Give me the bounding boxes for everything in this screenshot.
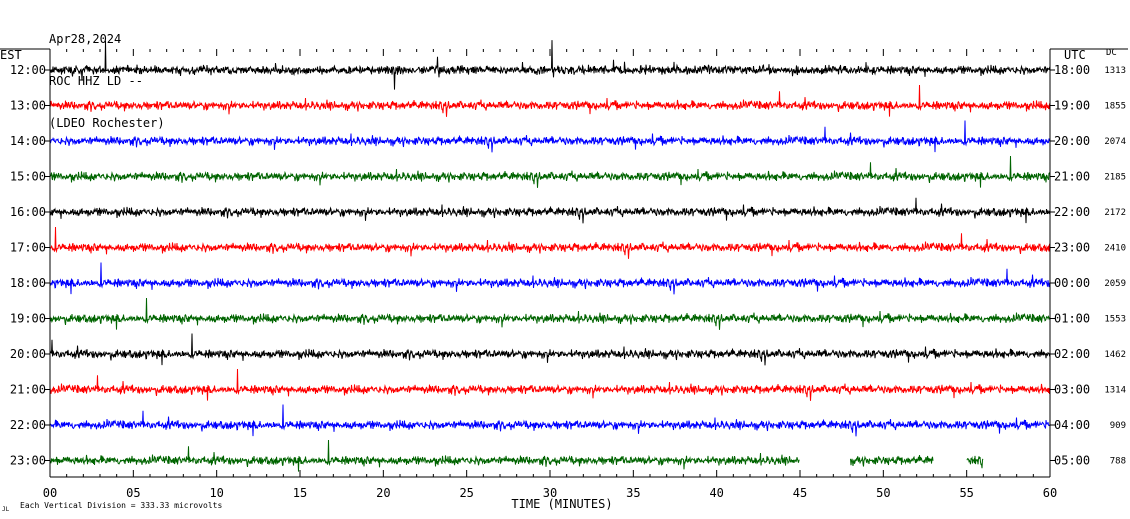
est-hour-label: 17:00 [10, 241, 46, 255]
x-tick-label: 00 [43, 486, 57, 500]
x-tick-label: 40 [709, 486, 723, 500]
utc-hour-label: 05:00 [1054, 454, 1090, 468]
seismic-trace-1600 [49, 197, 1051, 224]
est-hour-label: 20:00 [10, 347, 46, 361]
est-hour-label: 23:00 [10, 454, 46, 468]
axis-labels: 00 05 10 15 20 25 30 35 40 45 50 55 60 TIME (MINUTES)… [10, 63, 1126, 511]
est-hour-label: 21:00 [10, 383, 46, 397]
dc-offset-label: 1553 [1104, 315, 1126, 325]
x-tick-label: 15 [293, 486, 307, 500]
est-hour-label: 15:00 [10, 170, 46, 184]
network-label: (LDEO Rochester) [49, 116, 165, 130]
dc-offset-label: 2185 [1104, 173, 1126, 183]
est-hour-label: 19:00 [10, 312, 46, 326]
dc-offset-label: 909 [1110, 421, 1126, 431]
x-axis-title: TIME (MINUTES) [511, 497, 612, 511]
utc-hour-label: 22:00 [1054, 205, 1090, 219]
dc-offset-label: 2410 [1104, 244, 1126, 254]
dc-label: DC [1106, 48, 1117, 58]
seismic-trace-2200 [49, 404, 1051, 437]
dc-offset-label: 1314 [1104, 386, 1126, 396]
utc-hour-label: 20:00 [1054, 134, 1090, 148]
utc-hour-label: 04:00 [1054, 418, 1090, 432]
seismic-trace-1900 [49, 297, 1051, 330]
seismic-trace-1500 [49, 155, 1051, 188]
x-tick-label: 10 [209, 486, 223, 500]
dc-offset-label: 2172 [1104, 208, 1126, 218]
seismic-trace-1800 [49, 262, 1051, 295]
dc-offset-label: 1313 [1104, 66, 1126, 76]
dc-offset-label: 788 [1110, 457, 1126, 467]
utc-hour-label: 00:00 [1054, 276, 1090, 290]
utc-hour-label: 02:00 [1054, 347, 1090, 361]
utc-label: UTC [1064, 48, 1086, 62]
x-tick-label: 25 [459, 486, 473, 500]
dc-offset-label: 2074 [1104, 137, 1126, 147]
utc-hour-label: 23:00 [1054, 241, 1090, 255]
plot-frame [0, 48, 1128, 478]
x-tick-label: 20 [376, 486, 390, 500]
dc-offset-label: 1462 [1104, 350, 1126, 360]
utc-hour-label: 19:00 [1054, 99, 1090, 113]
utc-hour-label: 21:00 [1054, 170, 1090, 184]
est-hour-label: 13:00 [10, 99, 46, 113]
x-tick-label: 05 [126, 486, 140, 500]
seismic-trace-1300 [49, 84, 1051, 117]
est-label: EST [0, 48, 22, 62]
x-tick-label: 30 [543, 486, 557, 500]
seismic-trace-2000 [49, 333, 1051, 366]
seismic-trace-1700 [49, 226, 1051, 259]
dc-offset-label: 2059 [1104, 279, 1126, 289]
est-hour-label: 16:00 [10, 205, 46, 219]
x-tick-label: 50 [876, 486, 890, 500]
dc-offset-label: 1855 [1104, 102, 1126, 112]
est-hour-label: 12:00 [10, 63, 46, 77]
footer-scale-note: Each Vertical Division = 333.33 microvol… [20, 501, 223, 510]
utc-hour-label: 01:00 [1054, 312, 1090, 326]
utc-hour-label: 18:00 [1054, 63, 1090, 77]
trace-group [49, 40, 1051, 472]
est-hour-label: 14:00 [10, 134, 46, 148]
station-label: ROC HHZ LD -- [49, 74, 143, 88]
x-tick-label: 60 [1043, 486, 1057, 500]
x-tick-label: 35 [626, 486, 640, 500]
est-hour-label: 22:00 [10, 418, 46, 432]
header-block: Apr28,2024 ROC HHZ LD -- (LDEO Rochester… [49, 4, 165, 144]
date-label: Apr28,2024 [49, 32, 122, 46]
seismic-trace-1400 [49, 120, 1051, 153]
est-hour-label: 18:00 [10, 276, 46, 290]
x-tick-label: 45 [793, 486, 807, 500]
utc-hour-label: 03:00 [1054, 383, 1090, 397]
footer-mark: JL [2, 506, 10, 513]
seismic-trace-2100 [49, 368, 1051, 401]
seismic-trace-2300 [49, 439, 984, 472]
seismic-trace-1200 [50, 40, 1051, 90]
x-tick-label: 55 [959, 486, 973, 500]
